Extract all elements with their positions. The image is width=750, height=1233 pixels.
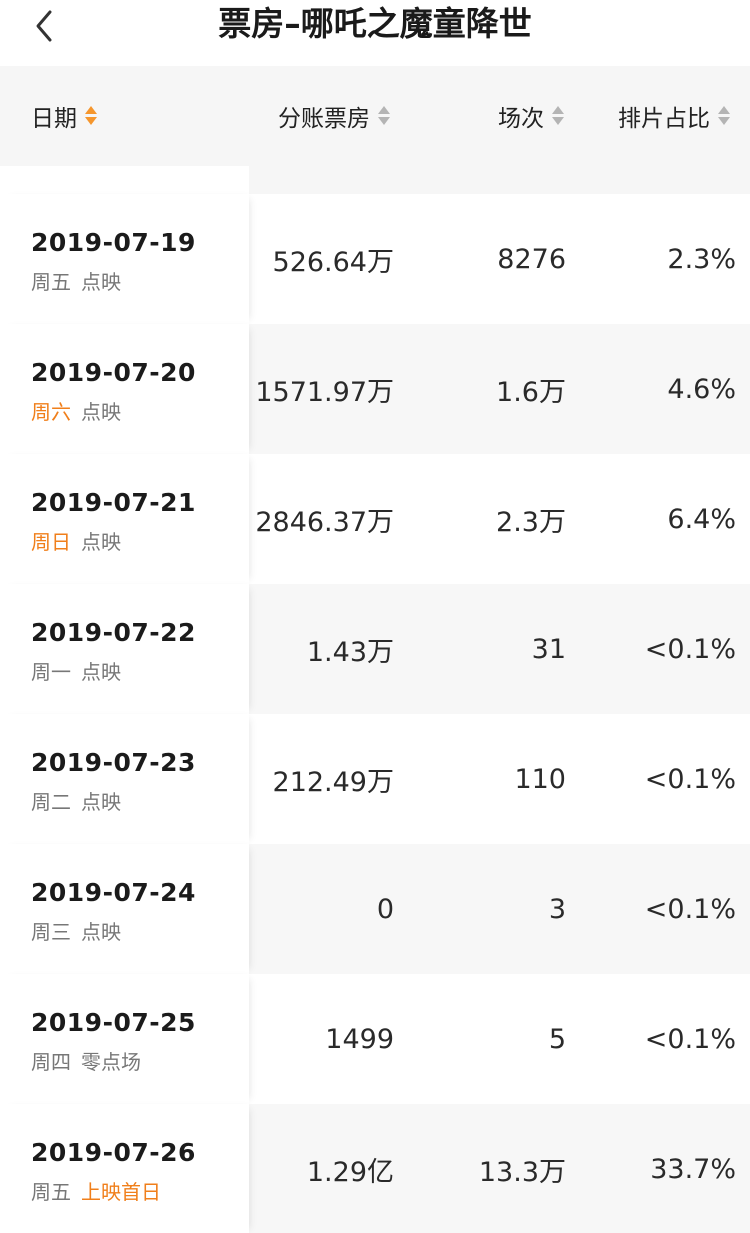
column-header-share[interactable]: 排片占比: [618, 66, 731, 166]
table-row[interactable]: 2019-07-23 周二 点映 212.49万 110 <0.1%: [0, 714, 750, 844]
shows-value: 5: [548, 1023, 566, 1055]
table-row[interactable]: 2019-07-25 周四 零点场 1499 5 <0.1%: [0, 974, 750, 1104]
screening-tag: 点映: [81, 530, 121, 554]
table-row[interactable]: 2019-07-26 周五 上映首日 1.29亿 13.3万 33.7%: [0, 1104, 750, 1233]
box-office-value: 526.64万: [272, 246, 394, 278]
weekday-label: 周五: [31, 1180, 71, 1204]
row-date: 2019-07-20: [31, 358, 196, 387]
shows-value: 1.6万: [496, 376, 566, 408]
date-cell: 2019-07-21 周日 点映: [0, 454, 249, 584]
box-office-value: 212.49万: [272, 766, 394, 798]
shows-value: 31: [531, 633, 566, 665]
share-value: <0.1%: [644, 893, 736, 925]
box-office-value: 1.43万: [306, 636, 394, 668]
share-value: <0.1%: [644, 763, 736, 795]
row-subtitle: 周六 点映: [31, 396, 121, 425]
sort-icon: [377, 105, 391, 127]
sort-icon: [84, 105, 98, 127]
box-office-value: 2846.37万: [255, 506, 394, 538]
screening-tag: 点映: [81, 270, 121, 294]
row-date: 2019-07-21: [31, 488, 196, 517]
table-row[interactable]: 2019-07-20 周六 点映 1571.97万 1.6万 4.6%: [0, 324, 750, 454]
share-value: <0.1%: [644, 1023, 736, 1055]
box-office-value: 1571.97万: [255, 376, 394, 408]
box-office-value: 1.29亿: [306, 1156, 394, 1188]
sort-icon: [717, 105, 731, 127]
row-date: 2019-07-24: [31, 878, 196, 907]
weekday-label: 周一: [31, 660, 71, 684]
nav-bar: 票房–哪吒之魔童降世: [0, 0, 750, 66]
date-cell: 2019-07-22 周一 点映: [0, 584, 249, 714]
weekday-label: 周五: [31, 270, 71, 294]
weekday-label: 周二: [31, 790, 71, 814]
column-header-date[interactable]: 日期: [31, 66, 98, 166]
page-title: 票房–哪吒之魔童降世: [218, 4, 532, 43]
date-cell: 2019-07-20 周六 点映: [0, 324, 249, 454]
shows-value: 3: [548, 893, 566, 925]
column-header-box-office[interactable]: 分账票房: [278, 66, 391, 166]
row-subtitle: 周五 点映: [31, 266, 121, 295]
table-row[interactable]: 2019-07-24 周三 点映 0 3 <0.1%: [0, 844, 750, 974]
table-row[interactable]: 2019-07-19 周五 点映 526.64万 8276 2.3%: [0, 194, 750, 324]
share-value: <0.1%: [644, 633, 736, 665]
screening-tag: 零点场: [81, 1050, 141, 1074]
column-header-shows[interactable]: 场次: [498, 66, 565, 166]
share-value: 4.6%: [667, 373, 736, 405]
share-value: 33.7%: [650, 1153, 736, 1185]
column-label: 日期: [31, 106, 77, 132]
box-office-value: 0: [376, 893, 394, 925]
weekday-label: 周四: [31, 1050, 71, 1074]
table-gap: [0, 166, 750, 194]
shows-value: 2.3万: [496, 506, 566, 538]
row-subtitle: 周一 点映: [31, 656, 121, 685]
shows-value: 110: [514, 763, 566, 795]
share-value: 6.4%: [667, 503, 736, 535]
row-subtitle: 周三 点映: [31, 916, 121, 945]
share-value: 2.3%: [667, 243, 736, 275]
date-cell: 2019-07-19 周五 点映: [0, 194, 249, 324]
column-label: 场次: [498, 106, 544, 132]
sort-icon: [551, 105, 565, 127]
row-subtitle: 周日 点映: [31, 526, 121, 555]
table-header: 日期 分账票房 场次 排片占比: [0, 66, 750, 166]
table-row[interactable]: 2019-07-21 周日 点映 2846.37万 2.3万 6.4%: [0, 454, 750, 584]
shows-value: 8276: [497, 243, 566, 275]
column-label: 排片占比: [618, 106, 710, 132]
row-subtitle: 周四 零点场: [31, 1046, 141, 1075]
screening-tag: 点映: [81, 920, 121, 944]
row-subtitle: 周五 上映首日: [31, 1176, 161, 1205]
weekday-label: 周三: [31, 920, 71, 944]
screening-tag: 点映: [81, 660, 121, 684]
table-body: 2019-07-19 周五 点映 526.64万 8276 2.3% 2019-07-20 周…: [0, 194, 750, 1233]
weekday-label: 周六: [31, 400, 71, 424]
row-date: 2019-07-23: [31, 748, 196, 777]
date-cell: 2019-07-26 周五 上映首日: [0, 1104, 249, 1233]
screening-tag: 点映: [81, 790, 121, 814]
date-cell: 2019-07-25 周四 零点场: [0, 974, 249, 1104]
screening-tag: 上映首日: [81, 1180, 161, 1204]
table-row[interactable]: 2019-07-22 周一 点映 1.43万 31 <0.1%: [0, 584, 750, 714]
row-subtitle: 周二 点映: [31, 786, 121, 815]
shows-value: 13.3万: [478, 1156, 566, 1188]
row-date: 2019-07-26: [31, 1138, 196, 1167]
box-office-value: 1499: [325, 1023, 394, 1055]
date-cell: 2019-07-23 周二 点映: [0, 714, 249, 844]
row-date: 2019-07-19: [31, 228, 196, 257]
column-label: 分账票房: [278, 106, 370, 132]
row-date: 2019-07-22: [31, 618, 196, 647]
chevron-left-icon[interactable]: [26, 6, 66, 46]
row-date: 2019-07-25: [31, 1008, 196, 1037]
date-cell: 2019-07-24 周三 点映: [0, 844, 249, 974]
weekday-label: 周日: [31, 530, 71, 554]
screening-tag: 点映: [81, 400, 121, 424]
